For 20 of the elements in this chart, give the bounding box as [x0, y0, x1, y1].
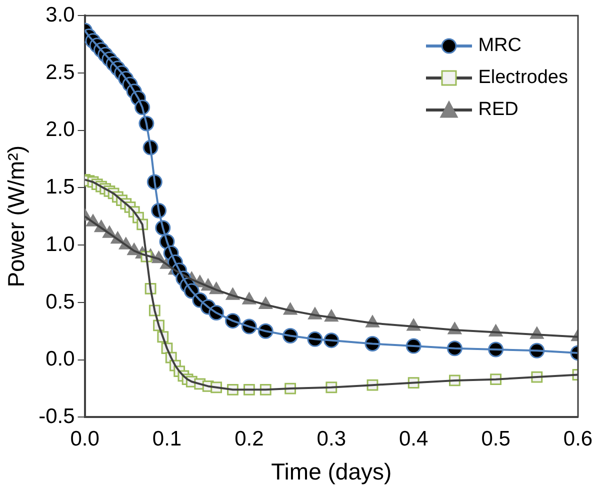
- x-tick-label: 0.5: [481, 428, 510, 451]
- x-tick-label: 0.3: [316, 428, 346, 451]
- legend-label: RED: [478, 99, 518, 121]
- y-tick-label: 1.0: [46, 232, 75, 256]
- y-tick-label: -0.5: [38, 404, 75, 428]
- x-tick-label: 0.2: [234, 428, 264, 451]
- x-axis-title: Time (days): [271, 458, 392, 485]
- legend-label: Electrodes: [478, 67, 568, 89]
- y-tick-label: 2.5: [46, 60, 75, 84]
- y-axis-title: Power (W/m²): [3, 145, 30, 288]
- legend-label: MRC: [478, 35, 522, 57]
- x-tick-label: 0.6: [563, 428, 593, 451]
- y-tick-label: 0.5: [46, 290, 75, 314]
- x-tick-label: 0.0: [70, 428, 100, 451]
- x-tick-label: 0.1: [152, 428, 182, 451]
- y-tick-label: 1.5: [46, 176, 75, 199]
- y-tick-label: 3.0: [46, 3, 75, 26]
- x-tick-label: 0.4: [398, 428, 429, 451]
- y-tick-label: 2.0: [46, 118, 75, 142]
- y-tick-label: 0.0: [46, 348, 75, 371]
